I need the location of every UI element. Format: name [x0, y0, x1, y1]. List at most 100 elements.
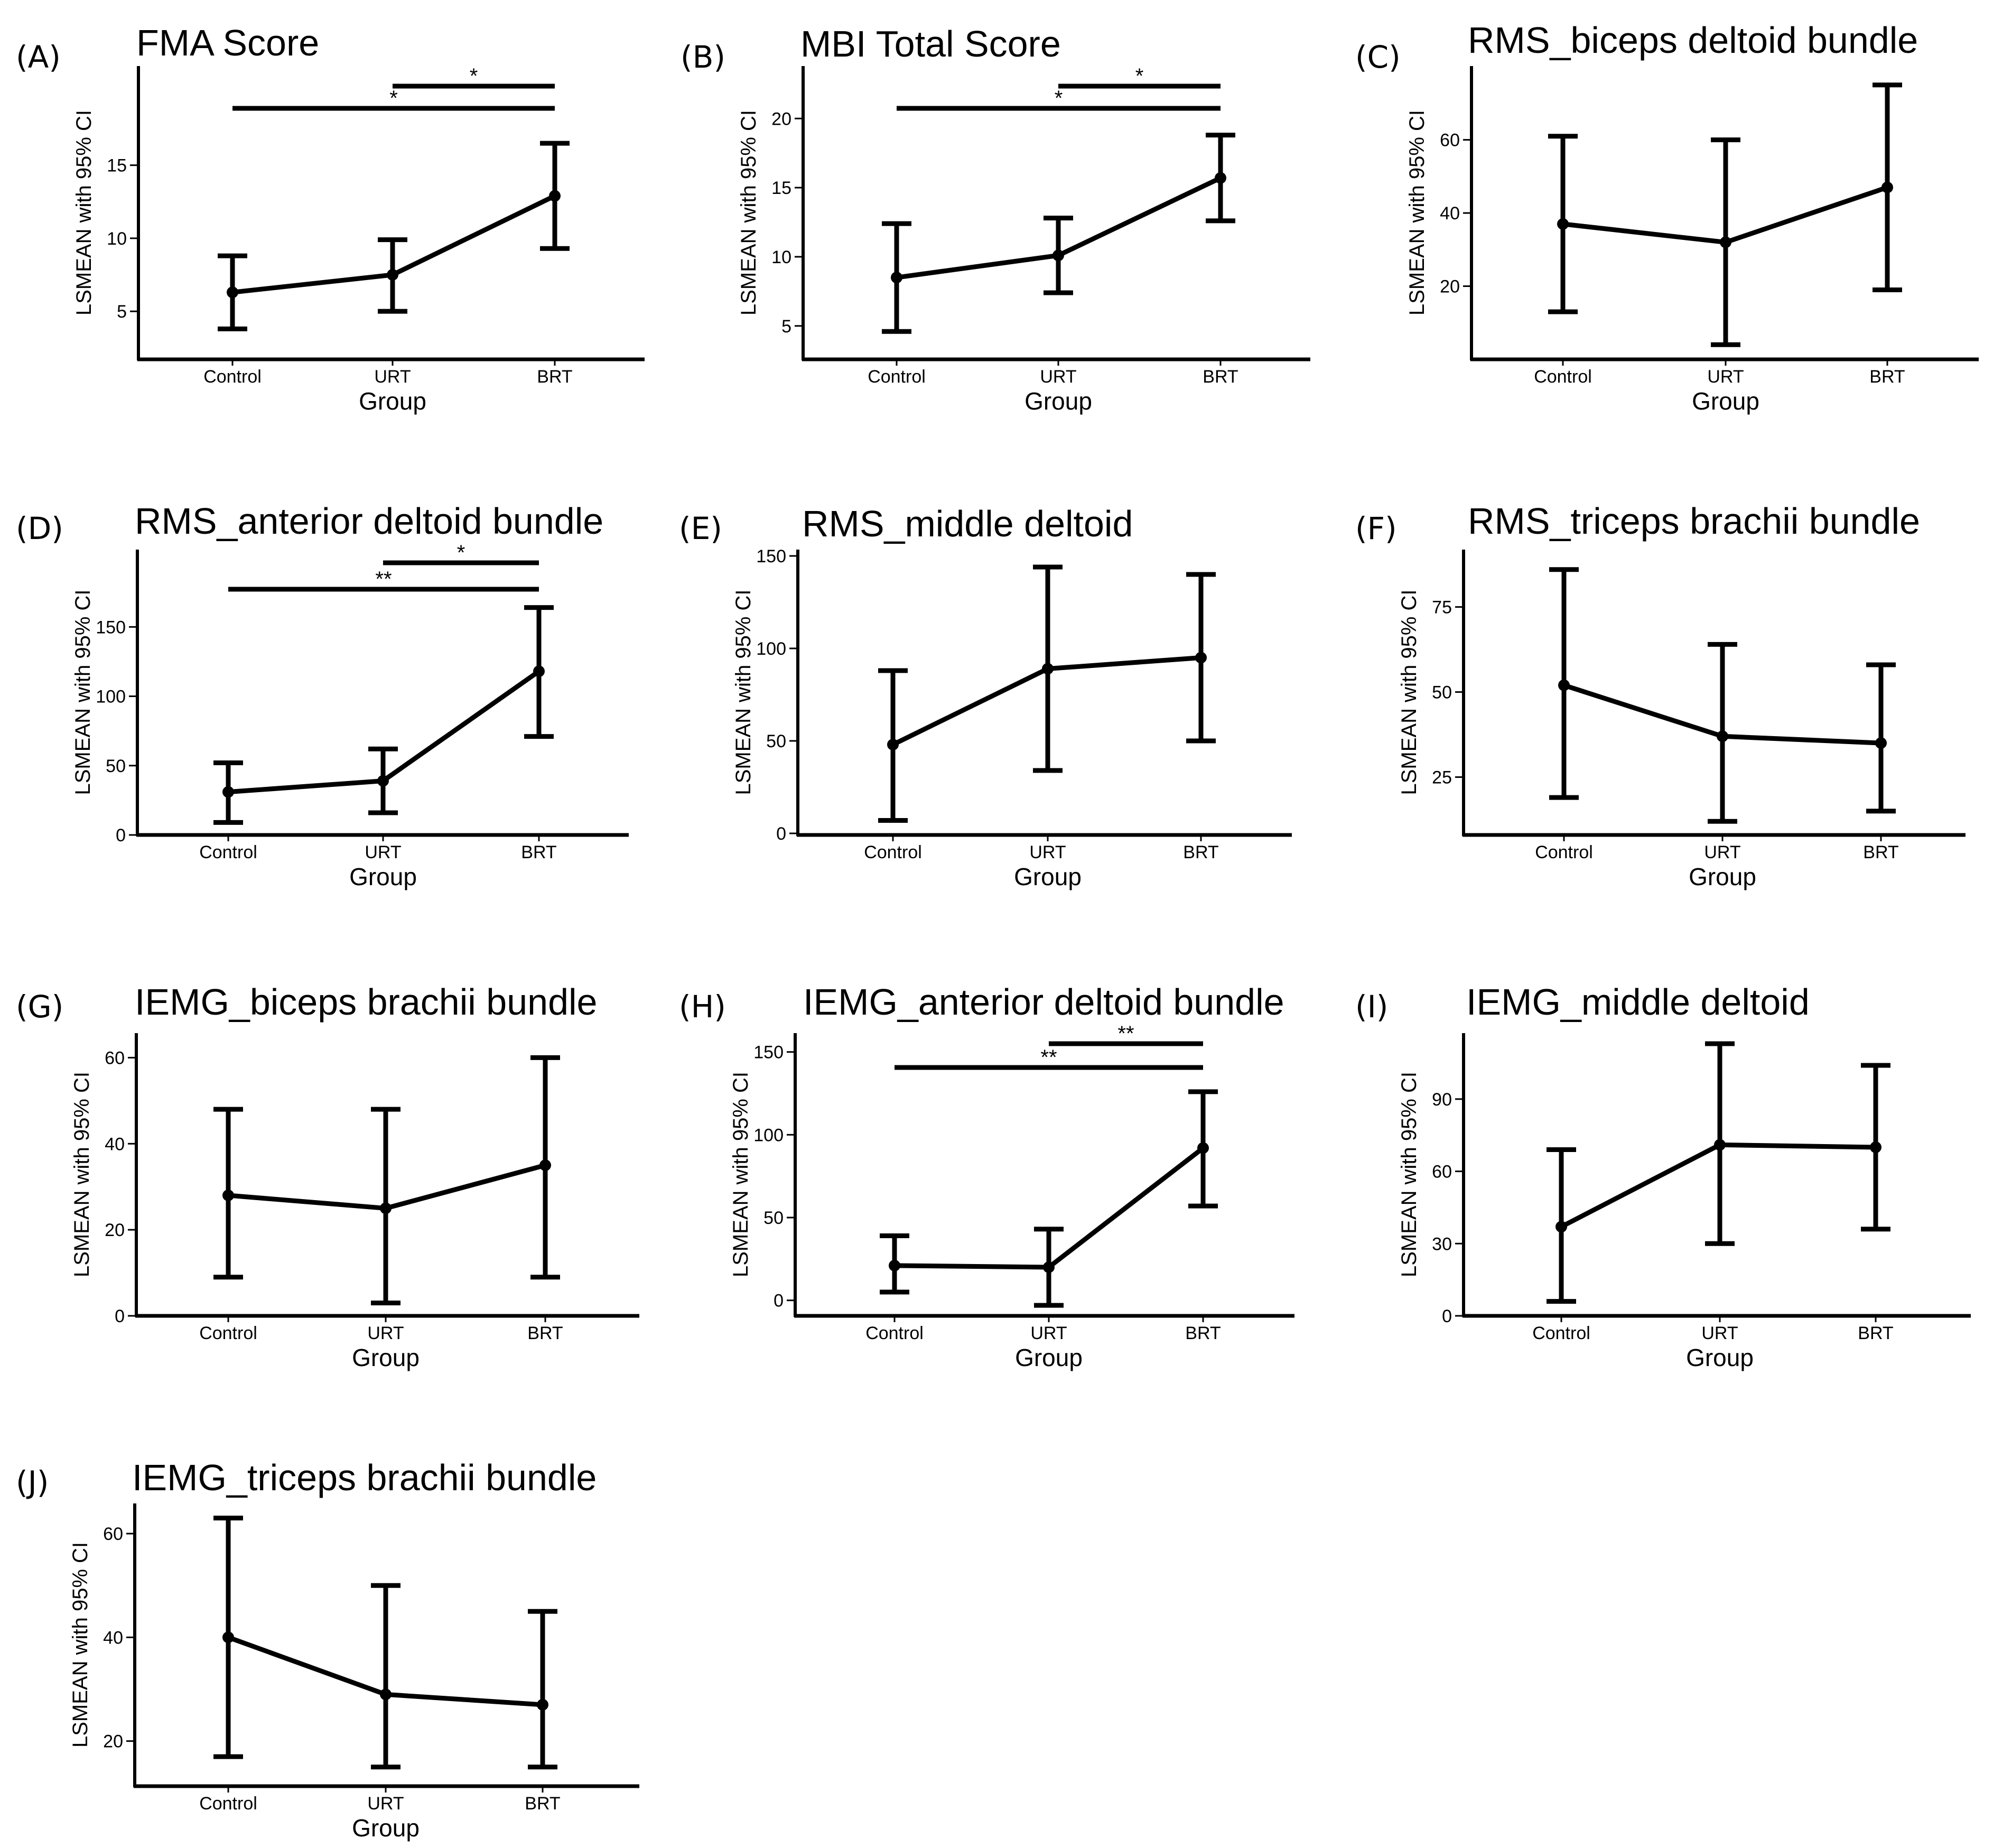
data-point — [1714, 1139, 1726, 1151]
x-tick-label: BRT — [527, 1323, 563, 1343]
data-point — [387, 269, 398, 281]
panel-letter: (E) — [679, 510, 722, 546]
panel-c: (C) RMS_biceps deltoid bundle 20 40 60 Contro… — [1355, 20, 1979, 415]
x-tick-label: BRT — [525, 1794, 560, 1814]
panel-title: RMS_middle deltoid — [802, 503, 1133, 544]
y-axis-title: LSMEAN with 95% CI — [1398, 1072, 1421, 1277]
data-point — [533, 665, 545, 677]
y-axis-title: LSMEAN with 95% CI — [737, 110, 760, 315]
x-axis-title: Group — [349, 863, 417, 890]
x-tick-label: URT — [1030, 1323, 1067, 1343]
significance-label: ** — [1117, 1022, 1134, 1045]
panel-g: (G) IEMG_biceps brachii bundle 0 20 40 60 Cont… — [16, 981, 639, 1371]
y-axis-title: LSMEAN with 95% CI — [1405, 110, 1429, 315]
x-tick-label: BRT — [1183, 842, 1218, 862]
x-tick-label: BRT — [537, 367, 572, 387]
y-tick-label: 15 — [771, 178, 791, 198]
panel-letter: (A) — [16, 39, 61, 75]
panel-title: FMA Score — [136, 22, 319, 63]
significance-label: * — [457, 541, 465, 564]
y-tick-label: 150 — [96, 617, 126, 637]
x-tick-label: BRT — [1203, 367, 1238, 387]
data-point — [1870, 1141, 1881, 1153]
x-tick-label: URT — [367, 1794, 404, 1814]
y-tick-label: 50 — [1432, 683, 1452, 703]
data-point — [227, 286, 238, 299]
x-tick-label: Control — [1535, 842, 1593, 862]
x-tick-label: Control — [1532, 1323, 1590, 1343]
significance-label: ** — [375, 568, 392, 591]
x-tick-label: URT — [365, 842, 401, 862]
panel-title: IEMG_anterior deltoid bundle — [803, 981, 1284, 1023]
y-tick-label: 150 — [753, 1043, 784, 1063]
x-tick-label: Control — [199, 842, 257, 862]
panel-b: (B) MBI Total Score 5 10 15 20 Control URT BRT Gr… — [681, 23, 1310, 415]
x-axis-title: Group — [352, 1344, 420, 1371]
x-tick-label: URT — [1029, 842, 1066, 862]
x-tick-label: URT — [1701, 1323, 1738, 1343]
y-tick-label: 100 — [756, 639, 786, 659]
panel-letter: (I) — [1355, 989, 1388, 1025]
x-tick-label: BRT — [1185, 1323, 1221, 1343]
data-point — [549, 190, 561, 202]
y-tick-label: 150 — [756, 546, 786, 567]
data-point — [377, 775, 389, 787]
data-point — [222, 1631, 234, 1643]
data-point — [887, 739, 899, 750]
x-tick-label: BRT — [521, 842, 556, 862]
x-axis-title: Group — [1015, 1344, 1083, 1371]
x-tick-label: URT — [1707, 367, 1744, 387]
significance-label: * — [470, 64, 478, 88]
panel-f: (F) RMS_triceps brachii bundle 25 50 75 Contr… — [1355, 500, 1966, 890]
y-axis-title: LSMEAN with 95% CI — [729, 1072, 752, 1277]
data-point — [537, 1698, 548, 1711]
x-axis-title: Group — [1014, 863, 1082, 890]
x-axis-title: Group — [352, 1814, 420, 1842]
data-point — [380, 1202, 392, 1214]
y-tick-label: 60 — [103, 1524, 123, 1544]
panel-a: (A) FMA Score 5 10 15 Control URT BRT Group LSMEA… — [16, 22, 645, 415]
panel-letter: (D) — [16, 510, 63, 546]
panel-letter: (B) — [681, 39, 725, 75]
x-tick-label: URT — [367, 1323, 404, 1343]
y-tick-label: 0 — [776, 824, 786, 844]
data-point — [380, 1688, 392, 1701]
y-tick-label: 50 — [766, 731, 786, 751]
data-point — [222, 1190, 234, 1201]
x-tick-label: Control — [199, 1323, 257, 1343]
panel-title: IEMG_biceps brachii bundle — [135, 981, 597, 1023]
x-axis-title: Group — [1024, 387, 1092, 415]
y-axis-title: LSMEAN with 95% CI — [1398, 589, 1421, 795]
y-tick-label: 40 — [103, 1628, 123, 1648]
panel-j: (J) IEMG_triceps brachii bundle 20 40 60 Cont… — [16, 1457, 639, 1842]
y-tick-label: 100 — [753, 1125, 784, 1145]
panel-i: (I) IEMG_middle deltoid 0 30 60 90 Control URT B… — [1355, 981, 1971, 1371]
data-point — [1042, 663, 1054, 675]
panel-title: RMS_anterior deltoid bundle — [135, 500, 603, 542]
panel-e: (E) RMS_middle deltoid 0 50 100 150 Control URT… — [679, 503, 1292, 890]
y-tick-label: 50 — [106, 756, 126, 776]
data-point — [1558, 679, 1570, 691]
y-tick-label: 0 — [115, 1306, 125, 1326]
y-tick-label: 60 — [1432, 1162, 1452, 1182]
data-point — [222, 786, 234, 798]
y-tick-label: 20 — [105, 1220, 125, 1240]
data-point — [1875, 737, 1887, 749]
data-point — [891, 272, 902, 284]
x-tick-label: Control — [868, 367, 926, 387]
panel-title: RMS_triceps brachii bundle — [1468, 500, 1920, 542]
y-axis-title: LSMEAN with 95% CI — [732, 589, 755, 795]
y-tick-label: 40 — [105, 1134, 125, 1154]
y-axis-title: LSMEAN with 95% CI — [72, 110, 96, 315]
x-tick-label: Control — [864, 842, 922, 862]
x-tick-label: Control — [199, 1794, 257, 1814]
panel-letter: (G) — [16, 989, 63, 1025]
y-tick-label: 10 — [107, 229, 127, 249]
x-tick-label: BRT — [1858, 1323, 1893, 1343]
data-point — [1555, 1221, 1567, 1233]
y-tick-label: 60 — [105, 1048, 125, 1068]
data-point — [1195, 652, 1207, 664]
data-point — [1052, 249, 1064, 262]
panel-h: (H) IEMG_anterior deltoid bundle 0 50 100 150… — [679, 981, 1294, 1371]
y-tick-label: 0 — [774, 1291, 784, 1311]
